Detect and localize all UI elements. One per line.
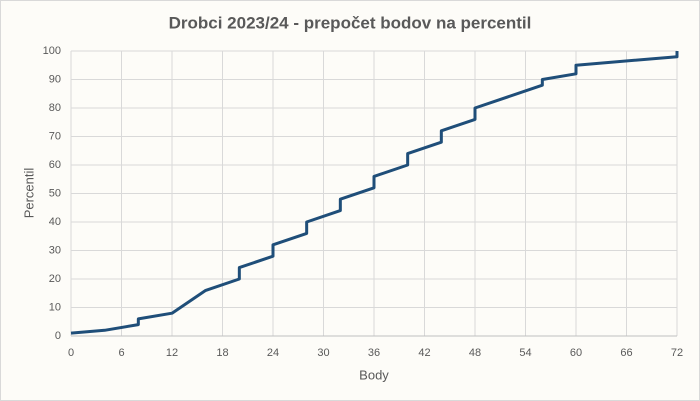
x-tick-label: 18 [216,347,228,359]
y-tick-label: 90 [49,73,61,85]
y-axis-label: Percentil [21,168,36,219]
x-tick-label: 60 [570,347,582,359]
y-tick-label: 50 [49,187,61,199]
y-tick-label: 100 [43,45,61,57]
x-tick-label: 12 [166,347,178,359]
x-axis-label: Body [359,367,389,382]
y-tick-label: 60 [49,159,61,171]
x-tick-label: 66 [620,347,632,359]
x-tick-label: 48 [469,347,481,359]
y-tick-label: 10 [49,301,61,313]
x-tick-label: 72 [671,347,683,359]
x-tick-label: 6 [118,347,124,359]
x-tick-label: 36 [368,347,380,359]
y-tick-label: 30 [49,244,61,256]
x-tick-label: 0 [68,347,74,359]
y-tick-label: 80 [49,102,61,114]
y-tick-label: 40 [49,216,61,228]
y-tick-label: 70 [49,130,61,142]
y-tick-label: 20 [49,273,61,285]
x-tick-label: 30 [317,347,329,359]
data-line [70,51,679,335]
x-tick-label: 24 [267,347,279,359]
y-tick-label: 0 [55,330,61,342]
x-tick-label: 42 [418,347,430,359]
chart-title: Drobci 2023/24 - prepočet bodov na perce… [169,13,532,32]
x-tick-label: 54 [519,347,531,359]
